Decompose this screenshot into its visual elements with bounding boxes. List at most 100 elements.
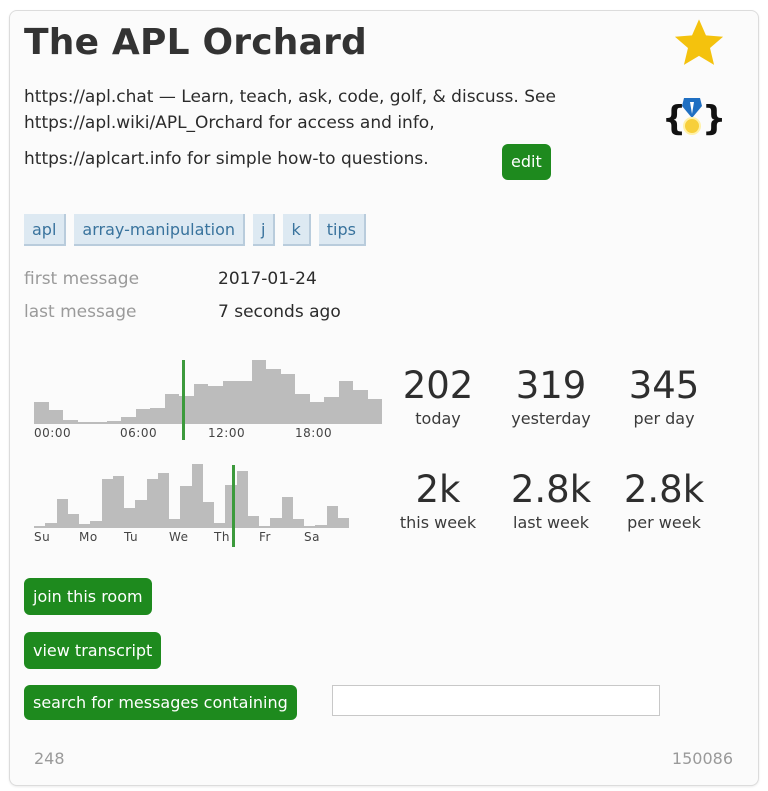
hour-tick-12: 12:00 [208, 426, 246, 440]
chart-bar [90, 520, 102, 528]
chart-bar [135, 409, 150, 424]
tag-tips[interactable]: tips [318, 214, 366, 246]
description-line-2: https://apl.wiki/APL_Orchard for access … [24, 113, 435, 133]
hour-tick-18: 18:00 [295, 426, 333, 440]
chart-bar [92, 422, 107, 424]
chart-bar [208, 386, 223, 424]
tag-list: apl array-manipulation j k tips [24, 214, 366, 246]
stat-per-week-label: per week [627, 513, 701, 532]
stat-this-week-label: this week [399, 513, 477, 532]
hourly-activity-chart [34, 356, 382, 440]
chart-bar [48, 410, 63, 424]
code-medal-icon: { } [662, 98, 724, 139]
chart-bar [150, 408, 165, 424]
chart-bar [266, 369, 281, 424]
hourly-bars [34, 360, 382, 424]
stat-yesterday: 319 yesterday [496, 364, 606, 430]
current-time-marker [182, 360, 185, 440]
chart-bar [367, 399, 382, 424]
chart-bar [251, 360, 266, 424]
stat-this-week: 2k this week [383, 468, 493, 534]
svg-text:}: } [702, 99, 724, 139]
room-title[interactable]: The APL Orchard [24, 22, 367, 63]
chart-bar [164, 394, 179, 424]
last-message-row: last message 7 seconds ago [24, 301, 341, 323]
chart-bar [326, 506, 338, 528]
tag-k[interactable]: k [283, 214, 311, 246]
stat-today: 202 today [383, 364, 493, 430]
week-tick-tu: Tu [124, 530, 139, 544]
chart-bar [112, 476, 124, 528]
week-tick-su: Su [34, 530, 51, 544]
chart-bar [259, 525, 271, 528]
stat-per-week: 2.8k per week [609, 468, 719, 534]
chart-bar [280, 374, 295, 424]
chart-bar [236, 471, 248, 528]
footer-left-number: 248 [34, 749, 65, 768]
star-icon[interactable] [672, 16, 726, 70]
room-description: https://apl.chat — Learn, teach, ask, co… [24, 84, 644, 136]
chart-bar [101, 479, 113, 528]
last-message-value: 7 seconds ago [218, 302, 341, 322]
chart-bar [202, 502, 214, 528]
chart-bar [191, 464, 203, 528]
chart-bar [338, 381, 353, 424]
chart-bar [214, 522, 226, 528]
stat-per-day: 345 per day [609, 364, 719, 430]
stat-yesterday-label: yesterday [511, 409, 591, 428]
view-transcript-button[interactable]: view transcript [24, 632, 162, 669]
week-tick-mo: Mo [79, 530, 98, 544]
stat-last-week-label: last week [513, 513, 589, 532]
week-tick-we: We [169, 530, 189, 544]
chart-bar [67, 513, 79, 528]
chart-bar [225, 484, 237, 528]
search-messages-input[interactable] [332, 685, 660, 716]
chart-bar [79, 523, 91, 528]
stat-yesterday-value: 319 [515, 364, 587, 407]
tag-apl[interactable]: apl [24, 214, 67, 246]
chart-bar [295, 394, 310, 424]
chart-bar [237, 381, 252, 424]
chart-bar [77, 422, 92, 424]
week-tick-th: Th [214, 530, 230, 544]
chart-bar [315, 524, 327, 528]
chart-bar [34, 525, 46, 528]
week-tick-sa: Sa [304, 530, 320, 544]
first-message-value: 2017-01-24 [218, 269, 317, 289]
chart-bar [146, 479, 158, 528]
week-tick-fr: Fr [259, 530, 271, 544]
chart-bar [292, 518, 304, 528]
chart-bar [270, 517, 282, 528]
chart-bar [63, 420, 78, 424]
search-messages-button[interactable]: search for messages containing [24, 685, 297, 720]
hour-tick-6: 06:00 [120, 426, 158, 440]
join-room-button[interactable]: join this room [24, 578, 152, 615]
last-message-label: last message [24, 302, 137, 322]
chart-bar [324, 397, 339, 424]
stat-today-value: 202 [402, 364, 474, 407]
weekly-activity-chart [34, 462, 349, 547]
stat-today-label: today [415, 409, 461, 428]
footer-room-id: 150086 [671, 749, 733, 768]
description-line-1: https://apl.chat — Learn, teach, ask, co… [24, 87, 556, 107]
chart-bar [281, 497, 293, 528]
chart-bar [193, 384, 208, 424]
first-message-label: first message [24, 269, 140, 289]
chart-bar [56, 499, 68, 528]
chart-bar [157, 473, 169, 528]
tag-array-manipulation[interactable]: array-manipulation [74, 214, 246, 246]
current-day-marker [232, 465, 235, 547]
stat-last-week-value: 2.8k [510, 468, 592, 511]
chart-bar [135, 500, 147, 528]
chart-bar [337, 517, 349, 528]
stat-per-day-label: per day [633, 409, 695, 428]
edit-button[interactable]: edit [502, 144, 551, 180]
tag-j[interactable]: j [253, 214, 276, 246]
chart-bar [180, 485, 192, 528]
stat-per-day-value: 345 [628, 364, 700, 407]
chart-bar [169, 518, 181, 528]
chart-bar [309, 402, 324, 424]
chart-bar [106, 421, 121, 424]
stat-per-week-value: 2.8k [623, 468, 705, 511]
chart-bar [304, 526, 316, 528]
